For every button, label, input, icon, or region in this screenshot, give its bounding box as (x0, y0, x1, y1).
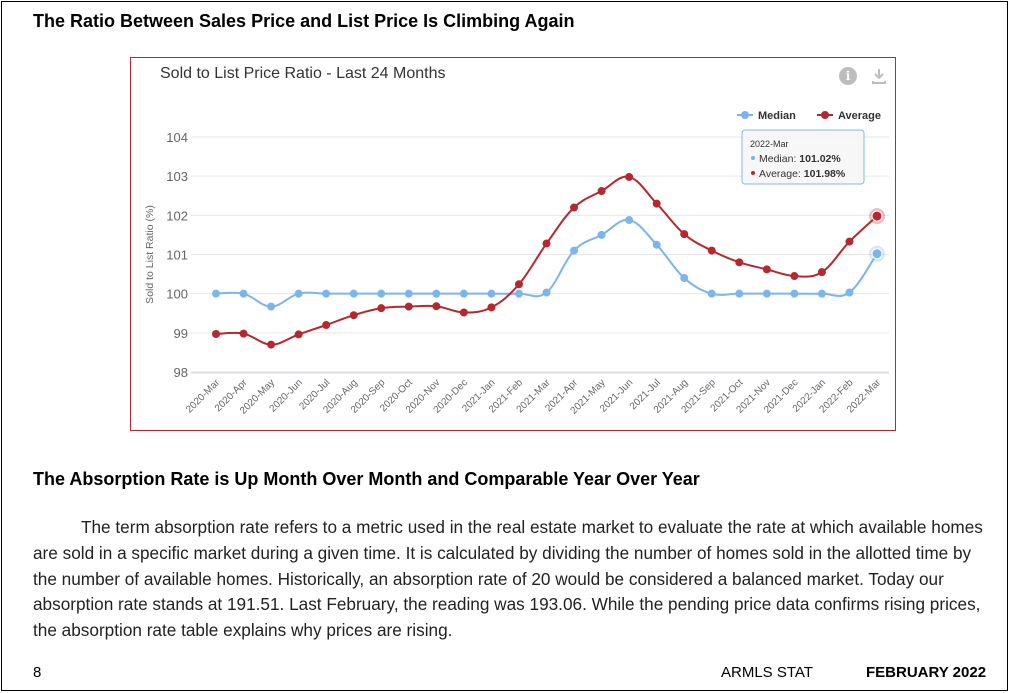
tooltip-category: 2022-Mar (750, 139, 789, 149)
absorption-paragraph-text: The term absorption rate refers to a met… (33, 517, 983, 641)
data-point-median (377, 289, 386, 298)
data-point-median (322, 289, 331, 298)
data-point-median (762, 289, 771, 298)
y-tick-label: 98 (174, 365, 188, 380)
chart-plot: 98991001011021031042020-Mar2020-Apr2020-… (144, 110, 889, 417)
data-point-average (570, 203, 579, 212)
data-point-median (597, 230, 606, 239)
y-tick-label: 102 (166, 208, 188, 223)
data-point-average (322, 321, 331, 329)
data-point-average (404, 302, 413, 311)
series-line-average (215, 175, 878, 346)
data-point-median (625, 216, 634, 225)
data-point-average (294, 330, 303, 339)
data-point-median (294, 289, 303, 298)
publication-name: ARMLS STAT (721, 664, 813, 681)
data-point-average (845, 237, 854, 246)
data-point-median (432, 289, 441, 298)
chart-title: Sold to List Price Ratio - Last 24 Month… (160, 65, 446, 82)
legend-item-median: Median (758, 110, 796, 122)
data-point-median (707, 289, 716, 298)
y-tick-label: 104 (166, 130, 188, 145)
y-axis-label: Sold to List Ratio (%) (144, 205, 156, 304)
data-point-average (239, 329, 248, 338)
data-point-median (871, 248, 883, 260)
tooltip-median: Median: 101.02% (759, 153, 841, 165)
data-point-average (349, 311, 358, 320)
data-point-median (845, 288, 854, 297)
data-point-median (487, 289, 496, 298)
data-point-average (597, 187, 606, 196)
data-point-average (514, 280, 523, 289)
data-point-median (267, 302, 276, 311)
legend-symbol-marker (741, 111, 749, 119)
data-point-median (680, 274, 689, 282)
chart-container: Sold to List Price Ratio - Last 24 Month… (130, 57, 896, 431)
publication-date: FEBRUARY 2022 (866, 664, 987, 681)
data-point-average (459, 308, 468, 317)
data-point-median (404, 289, 413, 298)
data-point-median (514, 289, 523, 298)
data-point-average (487, 303, 496, 312)
data-point-median (349, 289, 358, 298)
data-point-average (735, 258, 744, 267)
section-heading-absorption: The Absorption Rate is Up Month Over Mon… (33, 469, 700, 489)
data-point-median (459, 289, 468, 298)
data-point-average (542, 239, 551, 248)
data-point-average (680, 230, 689, 239)
tooltip: 2022-Mar Median: 101.02% Average: 101.98% (741, 129, 865, 185)
data-point-median (817, 289, 826, 298)
data-point-average (212, 330, 220, 339)
y-tick-label: 101 (166, 248, 188, 263)
y-tick-label: 100 (166, 287, 188, 302)
tooltip-average: Average: 101.98% (759, 168, 846, 180)
data-point-average (652, 199, 661, 208)
absorption-paragraph: The term absorption rate refers to a met… (33, 515, 995, 644)
data-point-average (432, 302, 441, 311)
data-point-average (817, 268, 826, 277)
download-icon[interactable] (871, 66, 887, 86)
data-point-median (735, 289, 744, 298)
tooltip-median-marker (751, 156, 755, 160)
data-point-median (652, 240, 661, 249)
section-heading-price-ratio: The Ratio Between Sales Price and List P… (33, 11, 575, 31)
data-point-average (625, 172, 634, 181)
data-point-median (239, 289, 248, 298)
tooltip-box (741, 129, 865, 185)
data-point-average (762, 265, 771, 274)
y-tick-label: 99 (174, 326, 188, 341)
data-point-average (377, 304, 386, 313)
data-point-median (542, 288, 551, 297)
page-number: 8 (33, 664, 42, 681)
data-point-median (570, 246, 579, 255)
data-point-average (707, 246, 716, 255)
data-point-average (267, 340, 276, 349)
data-point-median (790, 289, 799, 298)
data-point-median (212, 289, 220, 298)
data-point-average (871, 210, 883, 222)
info-icon[interactable]: i (839, 67, 857, 85)
legend-item-average: Average (838, 110, 881, 122)
y-tick-label: 103 (166, 169, 188, 184)
tooltip-average-marker (751, 171, 755, 175)
legend-symbol-marker (821, 111, 829, 119)
data-point-average (790, 272, 799, 281)
